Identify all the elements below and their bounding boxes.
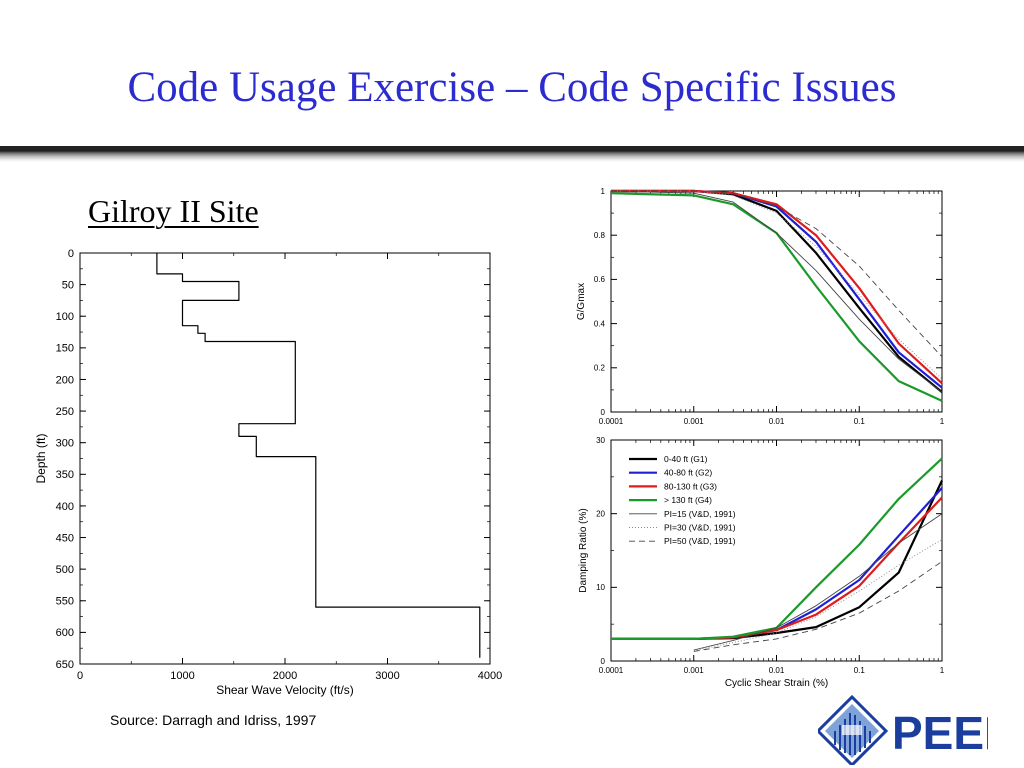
damping-ratio-y-tick-label: 10	[596, 583, 605, 592]
modulus-reduction-x-tick-label: 0.001	[684, 417, 705, 426]
velocity-profile-series-0-line	[156, 253, 481, 658]
legend-label-g4: > 130 ft (G4)	[664, 495, 712, 505]
site-subtitle: Gilroy II Site	[88, 193, 259, 229]
velocity-profile-y-tick-label: 500	[56, 564, 74, 576]
velocity-profile-y-tick-label: 100	[56, 311, 74, 323]
modulus-reduction-y-tick-label: 0.8	[594, 231, 606, 240]
damping-ratio-x-tick-label: 0.001	[684, 666, 705, 675]
velocity-profile-x-tick-label: 3000	[375, 670, 399, 682]
damping-ratio-y-axis-title: Damping Ratio (%)	[578, 508, 589, 592]
velocity-profile-y-axis-title: Depth (ft)	[34, 433, 48, 483]
legend-label-g1: 0-40 ft (G1)	[664, 454, 708, 464]
damping-ratio-y-tick-label: 0	[601, 657, 606, 666]
modulus-reduction-x-tick-label: 0.0001	[599, 417, 624, 426]
velocity-profile-x-tick-label: 2000	[273, 670, 297, 682]
peer-logo-text: PEER	[892, 707, 988, 759]
damping-ratio-series-pi50-line	[693, 561, 943, 652]
damping-ratio-x-tick-label: 1	[940, 666, 945, 675]
velocity-profile-x-axis-title: Shear Wave Velocity (ft/s)	[216, 683, 354, 697]
peer-logo-diamond-icon	[818, 695, 889, 765]
velocity-profile-y-tick-label: 400	[56, 501, 74, 513]
damping-ratio-y-tick-label: 30	[596, 436, 605, 445]
velocity-profile-y-tick-label: 600	[56, 627, 74, 639]
damping-ratio-y-tick-label: 20	[596, 509, 605, 518]
legend-label-g2: 40-80 ft (G2)	[664, 468, 712, 478]
slide-title: Code Usage Exercise – Code Specific Issu…	[127, 64, 897, 111]
modulus-reduction-x-tick-label: 1	[940, 417, 945, 426]
modulus-reduction-y-tick-label: 0.6	[594, 275, 606, 284]
velocity-profile-x-tick-label: 4000	[478, 670, 502, 682]
damping-ratio-series-g3-line	[611, 496, 943, 641]
velocity-profile-y-tick-label: 300	[56, 438, 74, 450]
velocity-profile-y-tick-label: 50	[62, 279, 74, 291]
damping-ratio-series-pi30-line	[693, 539, 943, 652]
velocity-profile-y-tick-label: 450	[56, 532, 74, 544]
modulus-reduction-series-pi50-line	[611, 190, 943, 358]
legend-label-pi50: PI=50 (V&D, 1991)	[664, 536, 736, 546]
velocity-profile-y-tick-label: 550	[56, 596, 74, 608]
velocity-profile-y-tick-label: 650	[56, 659, 74, 671]
modulus-reduction-y-tick-label: 0.2	[594, 364, 606, 373]
modulus-reduction-series-pi15-line	[610, 190, 943, 393]
modulus-reduction-y-tick-label: 0	[601, 408, 606, 417]
damping-ratio-series-g2-line	[611, 487, 943, 641]
modulus-reduction-y-tick-label: 1	[601, 187, 606, 196]
damping-ratio-series-pi15-line	[693, 513, 943, 651]
modulus-reduction-x-tick-label: 0.01	[769, 417, 785, 426]
damping-ratio-series-g4-line	[611, 457, 943, 641]
modulus-reduction-series-g4-line	[610, 192, 943, 402]
damping-ratio-x-tick-label: 0.01	[769, 666, 785, 675]
damping-ratio-x-tick-label: 0.1	[854, 666, 866, 675]
velocity-profile-y-tick-label: 200	[56, 374, 74, 386]
modulus-reduction-series-pi30-line	[611, 190, 943, 380]
damping-ratio-series-g1-line	[611, 480, 943, 641]
velocity-profile-x-tick-label: 1000	[170, 670, 194, 682]
peer-logo: PEER	[818, 695, 988, 765]
velocity-profile-y-tick-label: 150	[56, 343, 74, 355]
damping-ratio-x-tick-label: 0.0001	[599, 666, 624, 675]
modulus-reduction-x-tick-label: 0.1	[854, 417, 866, 426]
velocity-profile-y-tick-label: 250	[56, 406, 74, 418]
modulus-reduction-y-tick-label: 0.4	[594, 319, 606, 328]
legend-label-pi30: PI=30 (V&D, 1991)	[664, 523, 736, 533]
legend-label-pi15: PI=15 (V&D, 1991)	[664, 509, 736, 519]
legend-label-g3: 80-130 ft (G3)	[664, 481, 717, 491]
source-note: Source: Darragh and Idriss, 1997	[110, 712, 317, 728]
modulus-reduction-y-axis-title: G/Gmax	[576, 283, 587, 320]
modulus-reduction-series-g3-line	[611, 189, 943, 385]
title-divider	[0, 146, 1024, 162]
velocity-profile-y-tick-label: 0	[68, 248, 74, 260]
velocity-profile-x-tick-label: 0	[77, 670, 83, 682]
damping-ratio-x-axis-title: Cyclic Shear Strain (%)	[725, 678, 828, 689]
velocity-profile-y-tick-label: 350	[56, 469, 74, 481]
